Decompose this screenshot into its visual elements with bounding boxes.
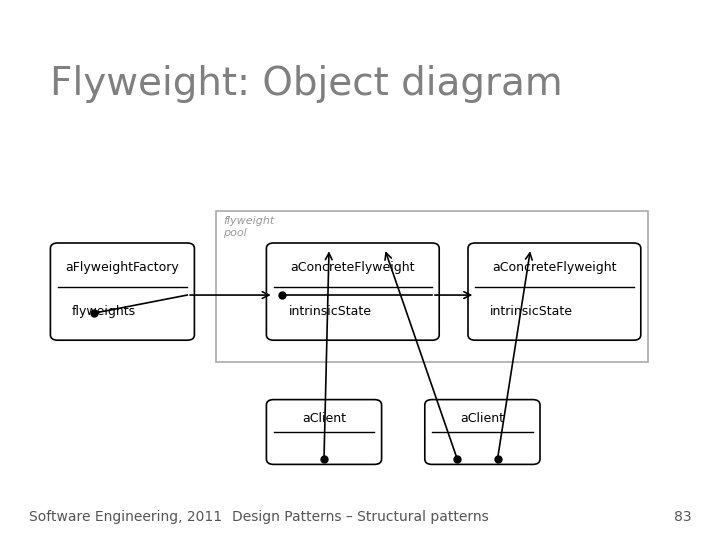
Text: flyweights: flyweights	[71, 305, 135, 318]
Text: flyweight
pool: flyweight pool	[223, 216, 274, 238]
FancyBboxPatch shape	[468, 243, 641, 340]
Text: Flyweight: Object diagram: Flyweight: Object diagram	[50, 65, 563, 103]
Text: 83: 83	[674, 510, 691, 524]
Text: intrinsicState: intrinsicState	[289, 305, 372, 318]
Text: aClient: aClient	[460, 412, 505, 425]
Text: aFlyweightFactory: aFlyweightFactory	[66, 261, 179, 274]
Text: aConcreteFlyweight: aConcreteFlyweight	[291, 261, 415, 274]
FancyBboxPatch shape	[266, 243, 439, 340]
Text: aConcreteFlyweight: aConcreteFlyweight	[492, 261, 616, 274]
Text: Software Engineering, 2011: Software Engineering, 2011	[29, 510, 222, 524]
Text: intrinsicState: intrinsicState	[490, 305, 573, 318]
Text: aClient: aClient	[302, 412, 346, 425]
FancyBboxPatch shape	[50, 243, 194, 340]
FancyBboxPatch shape	[266, 400, 382, 464]
FancyBboxPatch shape	[425, 400, 540, 464]
Text: Design Patterns – Structural patterns: Design Patterns – Structural patterns	[232, 510, 488, 524]
